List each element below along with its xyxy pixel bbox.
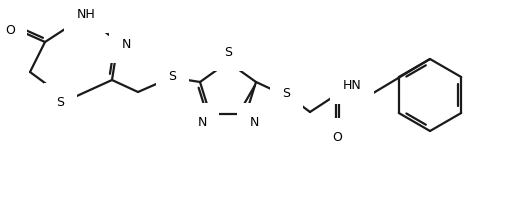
Text: S: S (56, 96, 64, 109)
Text: NH: NH (77, 8, 96, 21)
Text: N: N (121, 38, 131, 50)
Text: S: S (224, 46, 232, 59)
Text: N: N (197, 116, 206, 129)
Text: S: S (282, 87, 290, 100)
Text: HN: HN (342, 79, 361, 92)
Text: S: S (168, 70, 176, 83)
Text: O: O (5, 24, 15, 37)
Text: O: O (332, 130, 342, 143)
Text: N: N (249, 116, 259, 129)
